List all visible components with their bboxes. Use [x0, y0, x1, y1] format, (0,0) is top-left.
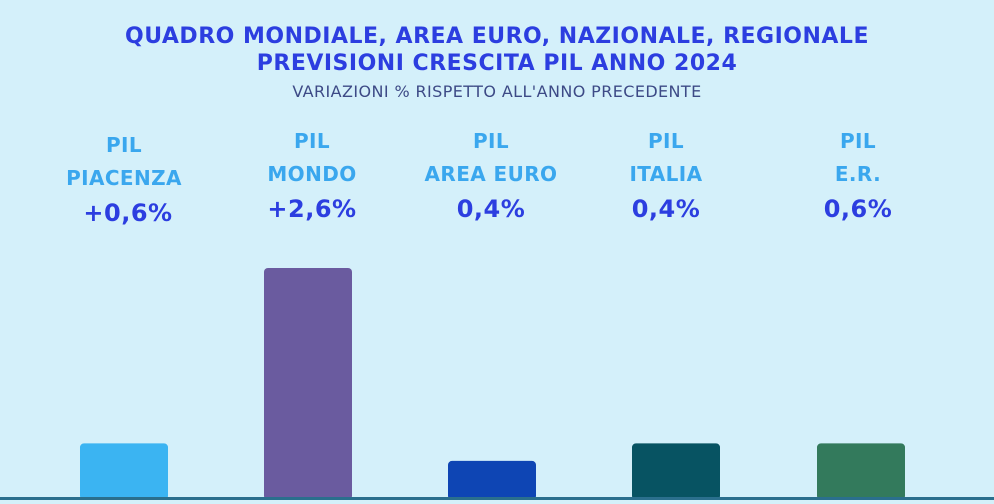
category-label-er: PIL E.R.: [768, 125, 948, 191]
bar-area-euro: [448, 460, 536, 500]
category-label-line-1: PIL: [472, 129, 510, 153]
category-label-line-2: MONDO: [267, 162, 357, 186]
bar-mondo: [264, 268, 352, 500]
chart-title-line-1: QUADRO MONDIALE, AREA EURO, NAZIONALE, R…: [125, 24, 869, 49]
value-label-er: 0,6%: [823, 195, 893, 223]
bar-piacenza: [80, 443, 168, 500]
chart-subtitle: VARIAZIONI % RISPETTO ALL'ANNO PRECEDENT…: [292, 82, 702, 101]
value-label-piacenza: +0,6%: [83, 199, 173, 227]
category-label-mondo: PIL MONDO: [222, 125, 402, 191]
value-label-area-euro: 0,4%: [456, 195, 526, 223]
bar-er: [817, 443, 905, 500]
value-label-italia: 0,4%: [631, 195, 701, 223]
chart-title-line-2: PREVISIONI CRESCITA PIL ANNO 2024: [256, 51, 738, 76]
category-label-line-1: PIL: [105, 133, 143, 157]
category-label-line-1: PIL: [293, 129, 331, 153]
x-axis-line: [0, 497, 994, 500]
category-label-line-2: PIACENZA: [66, 166, 182, 190]
category-label-line-1: PIL: [839, 129, 877, 153]
category-label-line-2: E.R.: [834, 162, 882, 186]
category-label-line-2: AREA EURO: [424, 162, 558, 186]
category-label-line-1: PIL: [647, 129, 685, 153]
value-label-mondo: +2,6%: [267, 195, 357, 223]
category-label-area-euro: PIL AREA EURO: [401, 125, 581, 191]
category-label-italia: PIL ITALIA: [576, 125, 756, 191]
bar-italia: [632, 443, 720, 500]
category-label-line-2: ITALIA: [629, 162, 703, 186]
category-label-piacenza: PIL PIACENZA: [34, 129, 214, 195]
